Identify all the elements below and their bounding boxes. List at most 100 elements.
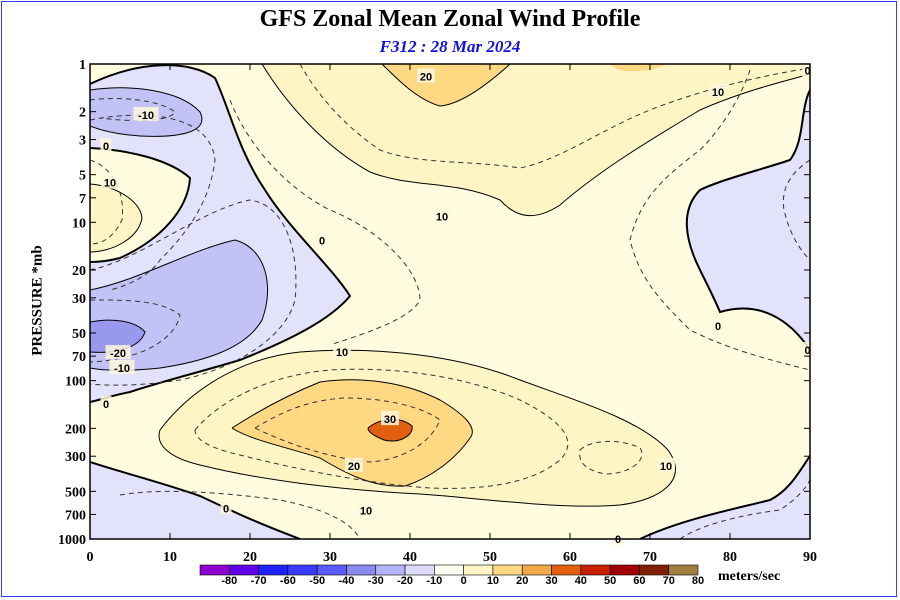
x-tick-label: 30: [323, 550, 337, 565]
x-tick-label: 70: [643, 550, 657, 565]
y-tick-label: 700: [65, 508, 86, 523]
x-tick-label: 90: [803, 550, 817, 565]
dashed-contour-6: [90, 299, 181, 363]
contour-label: 0: [615, 534, 621, 546]
contour-label: 10: [104, 177, 116, 189]
contour-label-bg: [100, 395, 112, 410]
contour-label-bg: [381, 411, 399, 426]
chart-title: GFS Zonal Mean Zonal Wind Profile: [259, 6, 641, 32]
contour-label-bg: [357, 502, 375, 517]
colorbar-level-label: 40: [575, 575, 587, 587]
colorbar-units: meters/sec: [718, 569, 781, 584]
dashed-contour-1: [299, 64, 810, 169]
contour-label: 0: [805, 66, 811, 78]
contour-label-bg: [133, 107, 159, 122]
colorbar-swatch: [463, 564, 494, 576]
contour-regions: [90, 64, 810, 539]
contour-label: 0: [805, 345, 811, 357]
dashed-contour-7: [90, 159, 124, 245]
colorbar-swatch: [668, 564, 699, 576]
colorbar-level-label: 80: [692, 575, 704, 587]
colorbar-level-label: -60: [280, 575, 296, 587]
y-tick-label: 5: [79, 169, 86, 184]
colorbar-swatch: [346, 564, 377, 576]
region-neg-bottom-left: [90, 462, 300, 539]
dashed-contour-3: [90, 98, 176, 121]
colorbar-swatch: [404, 564, 435, 576]
contour-label-bg: [417, 68, 435, 83]
contour-label-bg: [333, 344, 351, 359]
contour-label: 10: [360, 505, 372, 517]
colorbar-swatch: [609, 564, 640, 576]
x-tick-label: 20: [243, 550, 257, 565]
contour-label: 20: [348, 461, 360, 473]
contour-label: -10: [138, 110, 154, 122]
colorbar-level-label: 20: [516, 575, 528, 587]
region-neg-bottom-right: [640, 456, 810, 539]
contour-label-bg: [657, 457, 675, 472]
y-tick-label: 300: [65, 450, 86, 465]
colorbar-swatch: [199, 564, 230, 576]
region-30-40-jet: [368, 419, 413, 442]
y-tick-label: 50: [72, 327, 86, 342]
region-20-30-top: [382, 64, 510, 106]
colorbar-level-label: -70: [251, 575, 267, 587]
dashed-contour-13: [629, 69, 810, 371]
contour-neg10-lower: [90, 239, 269, 371]
contour-label-bg: [433, 208, 451, 223]
region-neg-0-10-right: [686, 90, 810, 350]
zero-line-left-mid: [90, 147, 192, 263]
contour-label: 0: [319, 235, 325, 247]
dashed-contour-10: [579, 440, 643, 475]
contour-label-bg: [101, 174, 119, 189]
dashed-contour-2: [229, 99, 421, 346]
colorbar-level-label: 10: [487, 575, 499, 587]
colorbar-swatch: [228, 564, 259, 576]
contour-20-top: [381, 64, 511, 107]
contour-label: 0: [223, 503, 229, 515]
x-tick-label: 50: [483, 550, 497, 565]
y-tick-label: 2: [79, 106, 86, 121]
contour-20-jet: [231, 379, 473, 487]
contour-label-bg: [709, 83, 727, 98]
y-tick-label: 20: [72, 264, 86, 279]
x-axis: 0 10 20 30 40 50 60 70 80 90: [87, 64, 817, 565]
colorbar-level-label: 0: [461, 575, 467, 587]
colorbar: -80 -70 -60 -50 -40 -30 -20 -10 0 10 20 30 40 50 60 70 8…: [199, 564, 704, 587]
x-tick-label: 10: [163, 550, 177, 565]
colorbar-level-label: 60: [633, 575, 645, 587]
contour-labels: 20 10 0 -10 0 10 10 0 0 0 10 -20 -10 0 30 20 10 0 10 0: [100, 62, 814, 546]
contour-label: 10: [336, 347, 348, 359]
contour-label-bg: [109, 359, 135, 374]
contour-label: 0: [715, 321, 721, 333]
colorbar-level-label: -40: [339, 575, 355, 587]
region-20-30-jet: [232, 379, 473, 487]
colorbar-swatch: [375, 564, 406, 576]
colorbar-level-label: 50: [604, 575, 616, 587]
contour-neg10-upper: [90, 87, 203, 137]
y-tick-label: 10: [72, 216, 86, 231]
colorbar-swatch: [492, 564, 523, 576]
chart-subtitle: F312 : 28 Mar 2024: [379, 37, 521, 56]
colorbar-swatch: [521, 564, 552, 576]
colorbar-swatch: [580, 564, 611, 576]
contour-10-top: [261, 64, 810, 217]
y-tick-label: 200: [65, 422, 86, 437]
contour-10-left: [90, 183, 143, 253]
contour-label: -10: [114, 363, 130, 375]
colorbar-level-label: -30: [368, 575, 384, 587]
colorbar-level-label: 70: [663, 575, 675, 587]
colorbar-swatch: [434, 564, 464, 576]
contour-label: -20: [110, 348, 126, 360]
colorbar-level-label: 30: [545, 575, 557, 587]
dashed-contour-11: [119, 490, 361, 539]
colorbar-swatch: [316, 564, 347, 576]
colorbar-level-label: -80: [221, 575, 237, 587]
y-tick-label: 1000: [58, 533, 86, 548]
colorbar-level-label: -50: [309, 575, 325, 587]
y-tick-label: 100: [65, 375, 86, 390]
y-tick-label: 500: [65, 485, 86, 500]
zero-line-right: [685, 89, 810, 351]
